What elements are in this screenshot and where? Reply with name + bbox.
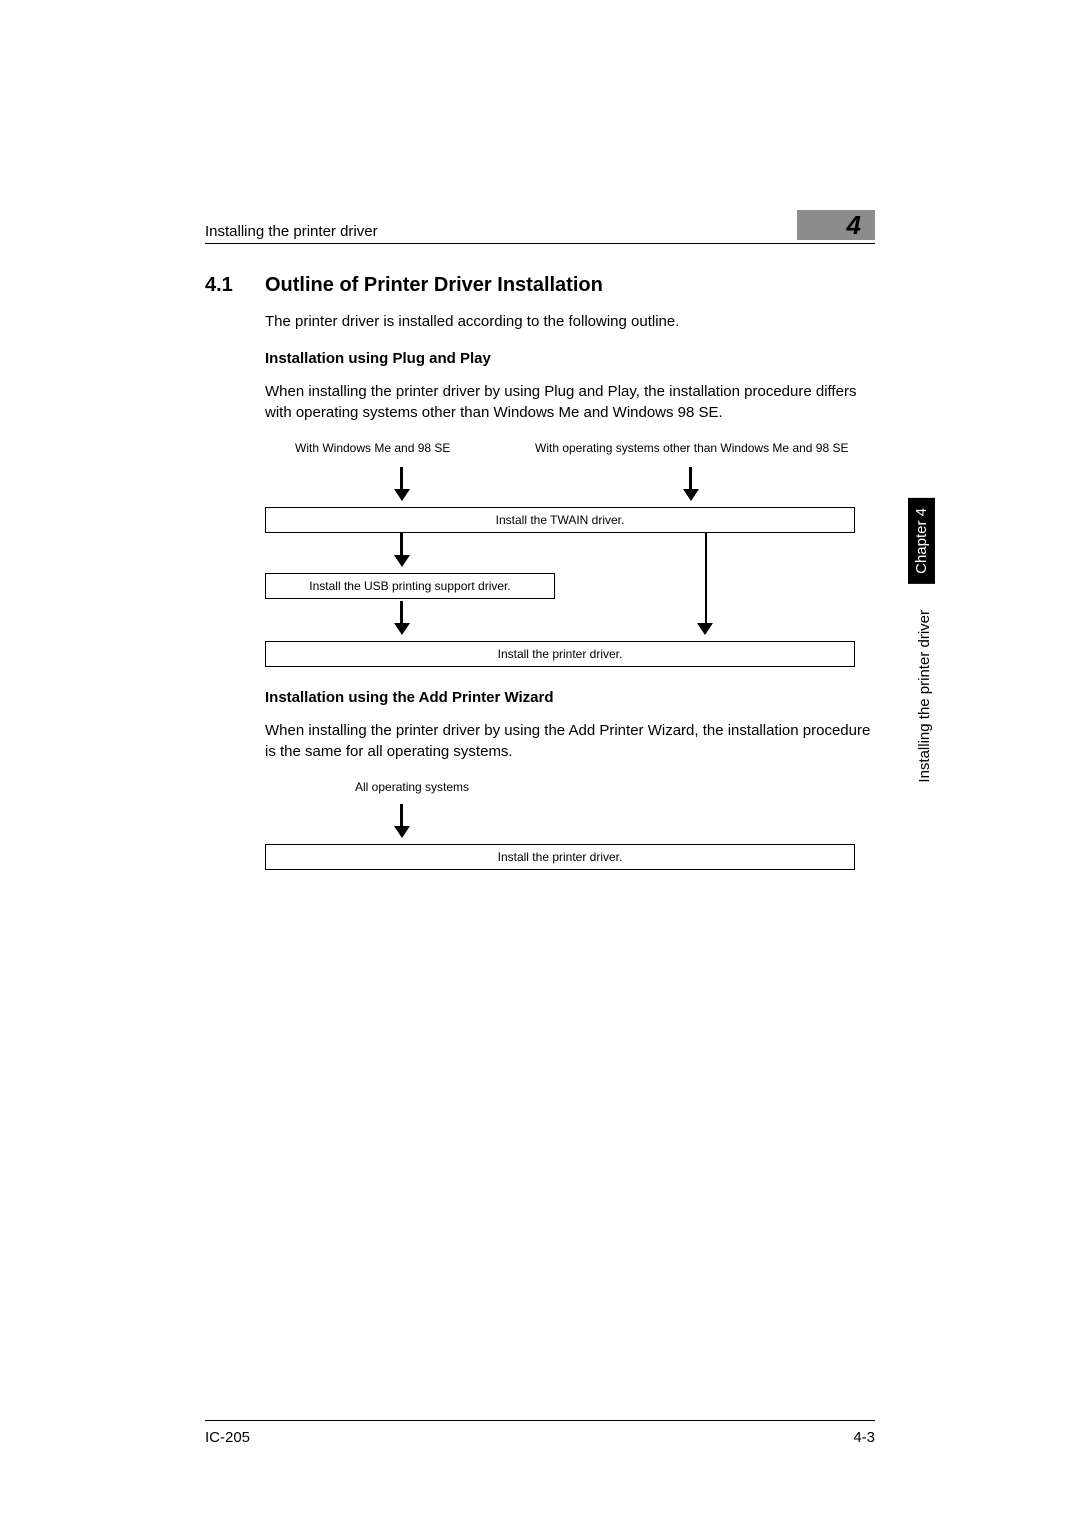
flow-connector bbox=[705, 573, 707, 601]
flow-label-left: With Windows Me and 98 SE bbox=[265, 441, 525, 457]
plugplay-desc: When installing the printer driver by us… bbox=[265, 381, 875, 423]
page-header: Installing the printer driver 4 bbox=[205, 210, 875, 244]
flow-connector bbox=[705, 533, 707, 573]
page-footer: IC-205 4-3 bbox=[205, 1420, 875, 1446]
plugplay-flowchart: With Windows Me and 98 SE With operating… bbox=[265, 441, 855, 667]
header-title: Installing the printer driver bbox=[205, 223, 378, 240]
footer-left: IC-205 bbox=[205, 1429, 250, 1446]
arrow-icon bbox=[395, 533, 409, 567]
chapter-number-badge: 4 bbox=[797, 210, 875, 240]
arrow-icon bbox=[698, 601, 712, 635]
wizard-desc: When installing the printer driver by us… bbox=[265, 720, 875, 762]
arrow-icon bbox=[684, 467, 698, 501]
chapter-tab: Chapter 4 bbox=[908, 498, 935, 584]
flow-box-usb: Install the USB printing support driver. bbox=[265, 573, 555, 599]
plugplay-heading: Installation using Plug and Play bbox=[265, 350, 875, 367]
flow-box-printer: Install the printer driver. bbox=[265, 641, 855, 667]
footer-right: 4-3 bbox=[853, 1429, 875, 1446]
side-title: Installing the printer driver bbox=[916, 610, 933, 783]
section-heading: 4.1 Outline of Printer Driver Installati… bbox=[205, 274, 875, 297]
wizard-label: All operating systems bbox=[265, 780, 855, 794]
flow-box-twain: Install the TWAIN driver. bbox=[265, 507, 855, 533]
section-number: 4.1 bbox=[205, 274, 265, 297]
flow-label-right: With operating systems other than Window… bbox=[525, 441, 855, 457]
section-intro: The printer driver is installed accordin… bbox=[265, 311, 875, 332]
section-title: Outline of Printer Driver Installation bbox=[265, 274, 603, 297]
arrow-icon bbox=[395, 804, 409, 838]
arrow-icon bbox=[395, 467, 409, 501]
arrow-icon bbox=[395, 601, 409, 635]
wizard-flowchart: All operating systems Install the printe… bbox=[265, 780, 855, 870]
wizard-heading: Installation using the Add Printer Wizar… bbox=[265, 689, 875, 706]
wizard-box-printer: Install the printer driver. bbox=[265, 844, 855, 870]
